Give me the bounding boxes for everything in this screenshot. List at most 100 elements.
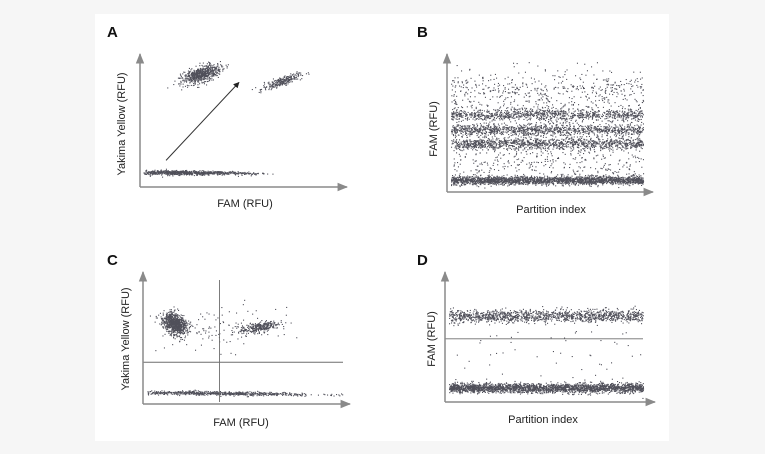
partition-point	[476, 185, 478, 187]
partition-point	[519, 178, 521, 180]
partition-point	[589, 181, 591, 183]
partition-point	[568, 184, 570, 186]
droplet-point	[145, 173, 147, 175]
droplet-point	[281, 81, 283, 83]
droplet-point	[198, 81, 200, 83]
partition-point	[487, 179, 489, 181]
droplet-point	[255, 87, 257, 89]
partition-point	[633, 141, 635, 143]
droplet-point	[194, 172, 196, 174]
droplet-point	[206, 173, 208, 175]
partition-point	[474, 146, 476, 148]
partition-point	[536, 178, 538, 180]
partition-point	[519, 177, 521, 179]
partition-point	[483, 183, 485, 185]
droplet-point	[170, 172, 172, 174]
partition-point	[508, 177, 510, 179]
partition-point	[547, 177, 549, 179]
droplet-point	[284, 79, 286, 81]
droplet-point	[193, 79, 195, 81]
droplet-point	[185, 171, 187, 173]
partition-point	[462, 182, 464, 184]
droplet-point	[201, 76, 203, 78]
partition-point	[554, 177, 556, 179]
droplet-point	[205, 78, 207, 80]
partition-point	[474, 144, 476, 146]
partition-point	[640, 147, 642, 149]
partition-point	[493, 176, 495, 178]
droplet-point	[154, 172, 156, 174]
partition-point	[640, 180, 642, 182]
droplet-point	[187, 70, 189, 72]
partition-point	[604, 145, 606, 147]
droplet-point	[181, 89, 183, 91]
partition-point	[498, 184, 500, 186]
partition-point	[464, 181, 466, 183]
droplet-point	[204, 65, 206, 67]
partition-point	[541, 184, 543, 186]
droplet-point	[209, 80, 211, 82]
droplet-point	[212, 73, 214, 75]
droplet-point	[184, 170, 186, 172]
droplet-point	[205, 76, 207, 78]
partition-point	[531, 175, 533, 177]
panel-a-y-label: Yakima Yellow (RFU)	[116, 72, 128, 175]
partition-point	[626, 143, 628, 145]
droplet-point	[190, 77, 192, 79]
partition-point	[548, 145, 550, 147]
partition-point	[600, 179, 602, 181]
partition-point	[552, 139, 554, 141]
partition-point	[512, 146, 514, 148]
partition-point	[489, 181, 491, 183]
droplet-point	[182, 83, 184, 85]
partition-point	[503, 142, 505, 144]
droplet-point	[237, 175, 239, 177]
partition-point	[605, 147, 607, 149]
partition-point	[536, 143, 538, 145]
droplet-point	[293, 77, 295, 79]
partition-point	[553, 146, 555, 148]
partition-point	[572, 180, 574, 182]
partition-point	[561, 183, 563, 185]
partition-point	[461, 184, 463, 186]
partition-point	[642, 177, 644, 179]
partition-point	[548, 183, 550, 185]
partition-point	[601, 177, 603, 179]
partition-point	[642, 179, 644, 181]
droplet-point	[278, 79, 280, 81]
partition-point	[495, 139, 497, 141]
partition-point	[500, 179, 502, 181]
partition-point	[601, 147, 603, 149]
partition-point	[621, 149, 623, 151]
partition-point	[619, 140, 621, 142]
partition-point	[626, 144, 628, 146]
droplet-point	[153, 171, 155, 173]
partition-point	[497, 181, 499, 183]
partition-point	[454, 147, 456, 149]
partition-point	[517, 179, 519, 181]
partition-point	[536, 141, 538, 143]
partition-point	[621, 141, 623, 143]
partition-point	[543, 179, 545, 181]
partition-point	[605, 146, 607, 148]
droplet-point	[211, 79, 213, 81]
partition-point	[618, 141, 620, 143]
partition-point	[503, 148, 505, 150]
droplet-point	[157, 172, 159, 174]
partition-point	[451, 176, 453, 178]
partition-point	[469, 143, 471, 145]
partition-point	[488, 181, 490, 183]
droplet-point	[287, 78, 289, 80]
partition-point	[560, 182, 562, 184]
droplet-point	[206, 70, 208, 72]
droplet-point	[166, 171, 168, 173]
droplet-point	[273, 82, 275, 84]
droplet-point	[189, 172, 191, 174]
droplet-point	[159, 171, 161, 173]
droplet-point	[215, 171, 217, 173]
partition-point	[584, 141, 586, 143]
partition-point	[635, 179, 637, 181]
partition-point	[630, 182, 632, 184]
partition-point	[503, 178, 505, 180]
partition-point	[529, 142, 531, 144]
